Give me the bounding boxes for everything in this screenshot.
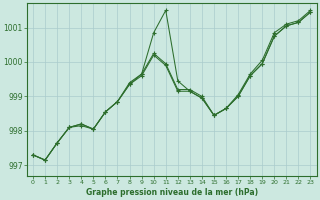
X-axis label: Graphe pression niveau de la mer (hPa): Graphe pression niveau de la mer (hPa) [86, 188, 258, 197]
